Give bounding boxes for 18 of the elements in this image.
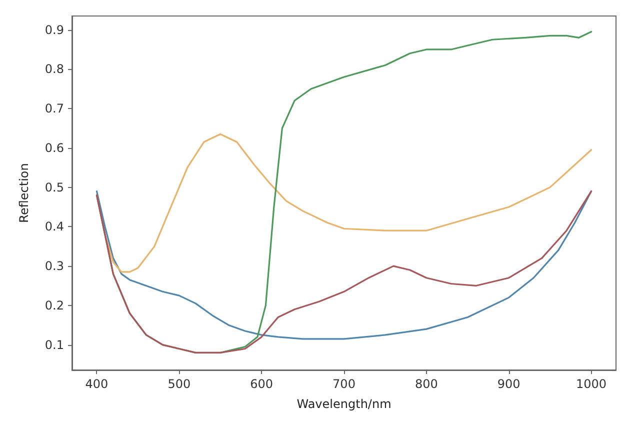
y-axis-title: Reflection — [17, 163, 31, 223]
y-tick-label: 0.5 — [44, 180, 64, 194]
y-tick-label: 0.4 — [44, 220, 64, 234]
x-tick-label: 400 — [85, 377, 108, 391]
x-tick-label: 600 — [250, 377, 274, 391]
x-tick-label: 1000 — [576, 377, 607, 391]
y-tick-label: 0.2 — [44, 298, 64, 312]
y-tick-label: 0.6 — [44, 140, 64, 155]
y-tick-label: 0.1 — [44, 338, 64, 352]
x-tick-label: 700 — [332, 377, 356, 391]
y-tick-label: 0.9 — [44, 22, 64, 37]
x-tick-label: 900 — [497, 377, 520, 391]
y-tick-label: 0.8 — [44, 62, 64, 76]
x-tick-label: 800 — [414, 377, 438, 391]
y-tick-label: 0.7 — [44, 102, 64, 116]
y-tick-label: 0.3 — [44, 259, 64, 274]
x-axis-title: Wavelength/nm — [296, 397, 392, 411]
x-tick-label: 500 — [168, 377, 191, 391]
